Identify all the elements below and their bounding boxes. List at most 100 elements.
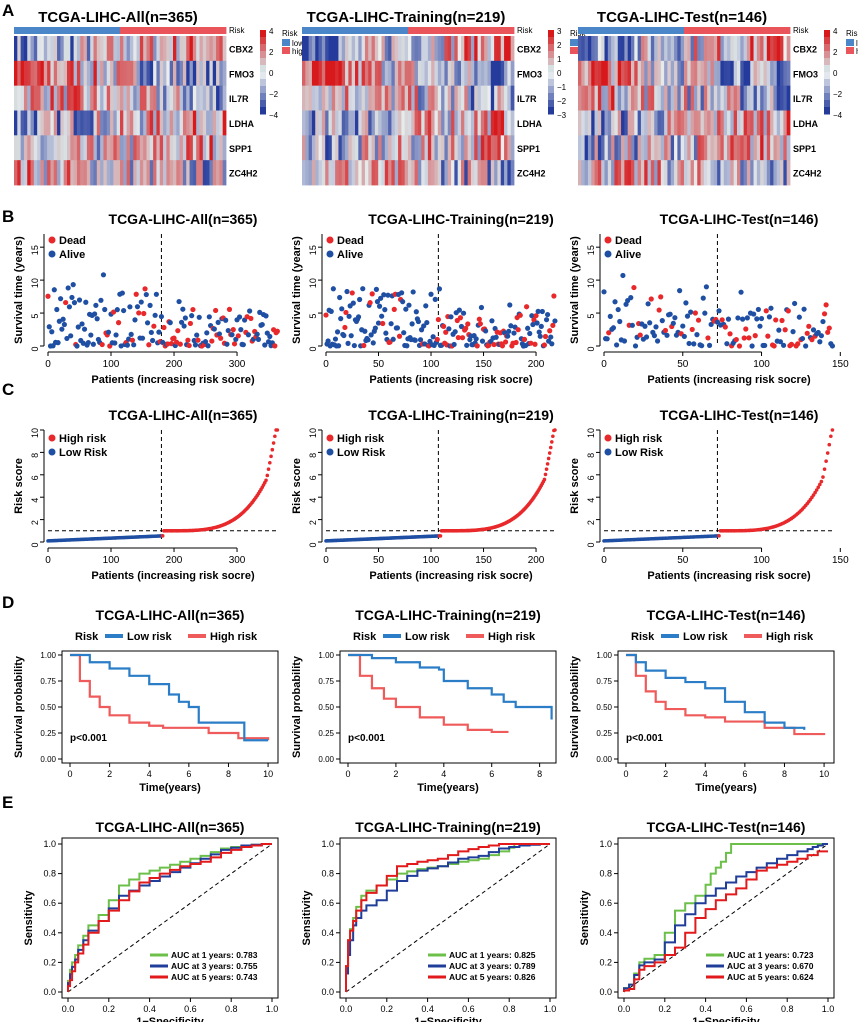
heatmap-cell <box>464 85 469 111</box>
heatmap-cell <box>146 110 151 136</box>
heatmap-cell <box>431 110 435 136</box>
risk-bar-cell <box>591 27 595 34</box>
heatmap-cell <box>212 36 217 62</box>
heatmap-cell <box>404 135 409 161</box>
alive-point <box>229 332 235 338</box>
heatmap-cell <box>470 160 475 186</box>
heatmap-cell <box>424 135 429 161</box>
heatmap-cell <box>186 85 190 111</box>
x-tick-label: 8 <box>782 769 787 779</box>
alive-point <box>818 333 824 339</box>
alive-point <box>478 304 485 311</box>
heatmap-cell <box>451 160 455 186</box>
dead-point <box>550 322 556 329</box>
risk-bar-cell <box>381 27 386 34</box>
heatmap-cell <box>123 135 128 161</box>
heatmap-cell <box>338 85 343 111</box>
risk-bar-cell <box>737 27 741 34</box>
risk-bar-cell <box>364 27 369 34</box>
heatmap-cell <box>677 85 682 111</box>
heatmap-cell <box>690 36 695 62</box>
heatmap-cell <box>23 135 28 161</box>
heatmap-cell <box>494 110 498 136</box>
heatmap-cell <box>199 135 204 161</box>
plot-title: TCGA-LIHC-Training(n=219) <box>355 607 541 623</box>
heatmap-cell <box>388 160 392 186</box>
heatmap-cell <box>368 36 372 62</box>
dead-point <box>752 333 758 339</box>
heatmap-cell <box>447 135 452 161</box>
alive-point <box>507 302 513 308</box>
heatmap-cell <box>687 60 692 87</box>
heatmap-cell <box>364 160 369 186</box>
heatmap-cell <box>474 110 478 136</box>
heatmap-cell <box>710 85 715 111</box>
heatmap-cell <box>447 60 452 87</box>
heatmap-cell <box>750 160 754 186</box>
auc-legend-label: AUC at 1 years: 0.783 <box>171 950 258 960</box>
heatmap-cell <box>63 110 68 136</box>
legend-high: High risk <box>615 433 663 445</box>
heatmap-cell <box>697 110 701 136</box>
dead-point <box>343 309 349 316</box>
y-tick-label: 0.75 <box>318 677 334 686</box>
alive-point <box>138 299 144 305</box>
heatmap-cell <box>96 110 101 136</box>
heatmap-cell <box>80 160 84 186</box>
heatmap-cell <box>341 135 346 161</box>
alive-point <box>766 314 773 320</box>
heatmap-cell <box>335 135 339 161</box>
alive-point <box>432 296 438 302</box>
alive-point <box>654 338 661 344</box>
heatmap-cell <box>707 135 711 161</box>
dead-point <box>727 331 733 337</box>
heatmap-cell <box>607 60 612 87</box>
heatmap-cell <box>584 85 589 111</box>
legend-low: Low risk <box>405 631 451 643</box>
alive-point <box>686 340 692 347</box>
heatmap-cell <box>351 160 356 186</box>
alive-point <box>539 308 545 315</box>
heatmap-cell <box>581 60 586 87</box>
alive-point <box>399 290 405 296</box>
heatmap-cell <box>660 85 665 111</box>
risk-bar-cell <box>578 27 582 34</box>
heatmap-cell <box>129 60 134 87</box>
heatmap-cell <box>750 85 754 111</box>
risk-bar-cell <box>601 27 605 34</box>
plot-frame <box>339 837 557 999</box>
heatmap-cell <box>710 110 715 136</box>
alive-point <box>409 321 415 327</box>
dead-point <box>230 327 236 333</box>
heatmap-cell <box>100 36 104 62</box>
heatmap-cell <box>404 110 409 136</box>
heatmap-cell <box>594 36 599 62</box>
heatmap-cell <box>776 60 781 87</box>
heatmap-cell <box>624 160 629 186</box>
heatmap-cell <box>490 160 495 186</box>
heatmap-cell <box>53 135 58 161</box>
heatmap-cell <box>713 36 718 62</box>
heatmap-cell <box>381 135 386 161</box>
p-value: p<0.001 <box>626 733 663 744</box>
dead-point <box>434 336 440 343</box>
heatmap-cell <box>634 160 639 186</box>
heatmap-cell <box>427 160 432 186</box>
heatmap-cell <box>421 160 425 186</box>
dead-point <box>515 327 521 333</box>
heatmap-cell <box>634 85 639 111</box>
risk-bar-cell <box>37 27 41 34</box>
dead-point <box>218 335 224 341</box>
heatmap-cell <box>414 85 419 111</box>
risk-bar-cell <box>434 27 439 34</box>
heatmap-cell <box>594 110 599 136</box>
risk-legend-high-swatch <box>846 47 854 54</box>
alive-point <box>530 321 536 328</box>
heatmap-cell <box>664 110 668 136</box>
heatmap-cell <box>490 135 495 161</box>
alive-point <box>196 314 202 320</box>
heatmap-cell <box>120 36 124 62</box>
heatmap-cell <box>57 135 61 161</box>
heatmap-cell <box>50 60 55 87</box>
alive-point <box>132 317 138 323</box>
